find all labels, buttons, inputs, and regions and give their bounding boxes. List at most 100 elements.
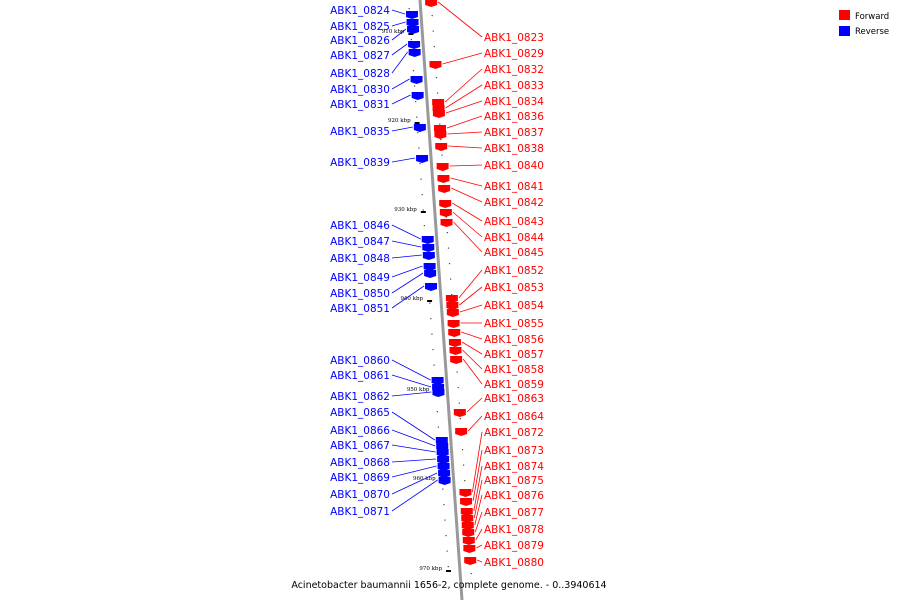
forward-gene-arrow[interactable] xyxy=(436,163,449,171)
gene-label-abk1-0875[interactable]: ABK1_0875 xyxy=(484,475,544,487)
gene-label-abk1-0831[interactable]: ABK1_0831 xyxy=(330,99,390,111)
gene-label-abk1-0880[interactable]: ABK1_0880 xyxy=(484,557,544,569)
forward-gene-arrow[interactable] xyxy=(462,537,475,545)
gene-label-abk1-0872[interactable]: ABK1_0872 xyxy=(484,427,544,439)
gene-label-abk1-0852[interactable]: ABK1_0852 xyxy=(484,265,544,277)
gene-label-abk1-0847[interactable]: ABK1_0847 xyxy=(330,236,390,248)
forward-gene-arrow[interactable] xyxy=(429,61,442,69)
gene-label-abk1-0861[interactable]: ABK1_0861 xyxy=(330,370,390,382)
forward-gene-arrow[interactable] xyxy=(434,131,447,139)
gene-label-abk1-0837[interactable]: ABK1_0837 xyxy=(484,127,544,139)
forward-gene-arrow[interactable] xyxy=(432,110,445,118)
gene-label-abk1-0823[interactable]: ABK1_0823 xyxy=(484,32,544,44)
reverse-gene-arrow[interactable] xyxy=(437,463,450,471)
gene-label-abk1-0864[interactable]: ABK1_0864 xyxy=(484,411,544,423)
forward-gene-arrow[interactable] xyxy=(461,515,474,523)
gene-label-abk1-0870[interactable]: ABK1_0870 xyxy=(330,489,390,501)
gene-label-abk1-0836[interactable]: ABK1_0836 xyxy=(484,111,544,123)
reverse-gene-arrow[interactable] xyxy=(407,26,420,34)
gene-label-abk1-0859[interactable]: ABK1_0859 xyxy=(484,379,544,391)
gene-label-abk1-0856[interactable]: ABK1_0856 xyxy=(484,334,544,346)
forward-gene-arrow[interactable] xyxy=(455,428,468,436)
forward-gene-arrow[interactable] xyxy=(453,409,466,417)
gene-label-abk1-0860[interactable]: ABK1_0860 xyxy=(330,355,390,367)
gene-label-abk1-0848[interactable]: ABK1_0848 xyxy=(330,253,390,265)
reverse-gene-arrow[interactable] xyxy=(422,244,435,252)
reverse-gene-arrow[interactable] xyxy=(405,11,418,19)
gene-label-abk1-0853[interactable]: ABK1_0853 xyxy=(484,282,544,294)
gene-label-abk1-0828[interactable]: ABK1_0828 xyxy=(330,68,390,80)
gene-label-abk1-0834[interactable]: ABK1_0834 xyxy=(484,96,544,108)
gene-label-abk1-0878[interactable]: ABK1_0878 xyxy=(484,524,544,536)
forward-gene-arrow[interactable] xyxy=(460,498,473,506)
gene-label-abk1-0829[interactable]: ABK1_0829 xyxy=(484,48,544,60)
gene-label-abk1-0832[interactable]: ABK1_0832 xyxy=(484,64,544,76)
gene-label-abk1-0835[interactable]: ABK1_0835 xyxy=(330,126,390,138)
forward-gene-arrow[interactable] xyxy=(437,175,450,183)
reverse-gene-arrow[interactable] xyxy=(436,449,449,457)
gene-label-abk1-0846[interactable]: ABK1_0846 xyxy=(330,220,390,232)
gene-label-abk1-0844[interactable]: ABK1_0844 xyxy=(484,232,544,244)
gene-label-abk1-0842[interactable]: ABK1_0842 xyxy=(484,197,544,209)
gene-label-abk1-0868[interactable]: ABK1_0868 xyxy=(330,457,390,469)
gene-label-abk1-0876[interactable]: ABK1_0876 xyxy=(484,490,544,502)
forward-gene-arrow[interactable] xyxy=(439,200,452,208)
gene-label-abk1-0866[interactable]: ABK1_0866 xyxy=(330,425,390,437)
gene-label-abk1-0873[interactable]: ABK1_0873 xyxy=(484,445,544,457)
forward-gene-arrow[interactable] xyxy=(448,339,461,347)
reverse-gene-arrow[interactable] xyxy=(411,92,424,100)
reverse-gene-arrow[interactable] xyxy=(438,477,451,485)
reverse-gene-arrow[interactable] xyxy=(424,270,437,278)
reverse-gene-arrow[interactable] xyxy=(438,470,451,478)
gene-label-abk1-0830[interactable]: ABK1_0830 xyxy=(330,84,390,96)
forward-gene-arrow[interactable] xyxy=(448,329,461,337)
reverse-gene-arrow[interactable] xyxy=(437,456,450,464)
forward-gene-arrow[interactable] xyxy=(425,0,438,7)
gene-label-abk1-0851[interactable]: ABK1_0851 xyxy=(330,303,390,315)
reverse-gene-arrow[interactable] xyxy=(432,389,445,397)
reverse-gene-arrow[interactable] xyxy=(421,236,434,244)
gene-label-abk1-0877[interactable]: ABK1_0877 xyxy=(484,507,544,519)
gene-label-abk1-0871[interactable]: ABK1_0871 xyxy=(330,506,390,518)
gene-label-abk1-0869[interactable]: ABK1_0869 xyxy=(330,472,390,484)
forward-gene-arrow[interactable] xyxy=(446,309,459,317)
gene-label-abk1-0858[interactable]: ABK1_0858 xyxy=(484,364,544,376)
gene-label-abk1-0838[interactable]: ABK1_0838 xyxy=(484,143,544,155)
gene-label-abk1-0879[interactable]: ABK1_0879 xyxy=(484,540,544,552)
forward-gene-arrow[interactable] xyxy=(439,209,452,217)
reverse-gene-arrow[interactable] xyxy=(413,124,426,132)
gene-label-abk1-0827[interactable]: ABK1_0827 xyxy=(330,50,390,62)
gene-label-abk1-0867[interactable]: ABK1_0867 xyxy=(330,440,390,452)
reverse-gene-arrow[interactable] xyxy=(416,155,429,163)
forward-gene-arrow[interactable] xyxy=(449,347,462,355)
forward-gene-arrow[interactable] xyxy=(461,522,474,530)
gene-label-abk1-0826[interactable]: ABK1_0826 xyxy=(330,35,390,47)
forward-gene-arrow[interactable] xyxy=(438,185,451,193)
forward-gene-arrow[interactable] xyxy=(459,489,472,497)
reverse-gene-arrow[interactable] xyxy=(422,252,435,260)
gene-label-abk1-0874[interactable]: ABK1_0874 xyxy=(484,461,544,473)
forward-gene-arrow[interactable] xyxy=(435,143,448,151)
gene-label-abk1-0839[interactable]: ABK1_0839 xyxy=(330,157,390,169)
gene-label-abk1-0863[interactable]: ABK1_0863 xyxy=(484,393,544,405)
gene-label-abk1-0840[interactable]: ABK1_0840 xyxy=(484,160,544,172)
forward-gene-arrow[interactable] xyxy=(450,356,463,364)
gene-label-abk1-0833[interactable]: ABK1_0833 xyxy=(484,80,544,92)
gene-label-abk1-0862[interactable]: ABK1_0862 xyxy=(330,391,390,403)
forward-gene-arrow[interactable] xyxy=(446,302,459,310)
reverse-gene-arrow[interactable] xyxy=(423,263,436,271)
gene-label-abk1-0850[interactable]: ABK1_0850 xyxy=(330,288,390,300)
forward-gene-arrow[interactable] xyxy=(462,529,475,537)
gene-label-abk1-0843[interactable]: ABK1_0843 xyxy=(484,216,544,228)
reverse-gene-arrow[interactable] xyxy=(410,76,423,84)
gene-label-abk1-0855[interactable]: ABK1_0855 xyxy=(484,318,544,330)
gene-label-abk1-0841[interactable]: ABK1_0841 xyxy=(484,181,544,193)
gene-label-abk1-0849[interactable]: ABK1_0849 xyxy=(330,272,390,284)
gene-label-abk1-0824[interactable]: ABK1_0824 xyxy=(330,5,390,17)
reverse-gene-arrow[interactable] xyxy=(408,49,421,57)
reverse-gene-arrow[interactable] xyxy=(408,41,421,49)
forward-gene-arrow[interactable] xyxy=(440,219,453,227)
reverse-gene-arrow[interactable] xyxy=(406,19,419,27)
forward-gene-arrow[interactable] xyxy=(445,295,458,303)
forward-gene-arrow[interactable] xyxy=(463,545,476,553)
